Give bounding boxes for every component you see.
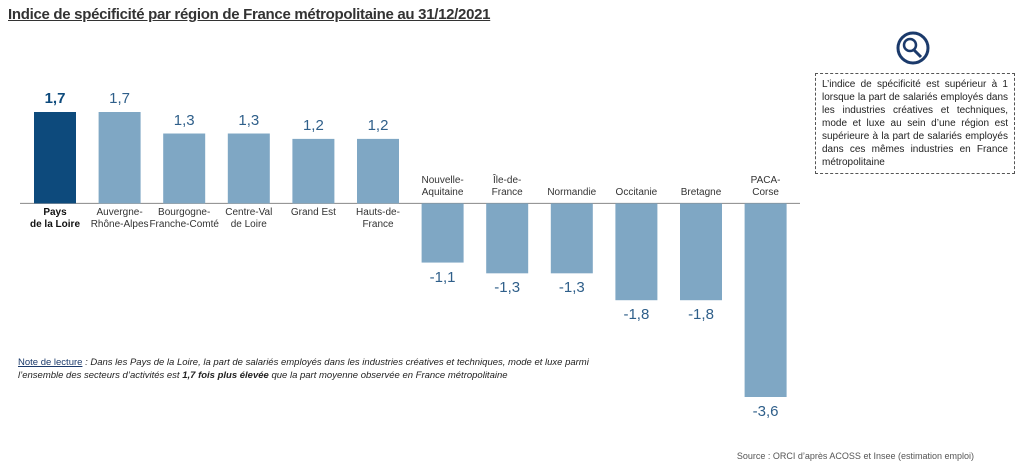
- x-tick-label: Nouvelle- Aquitaine: [421, 175, 464, 199]
- value-label: -1,3: [558, 279, 585, 297]
- value-label: -1,3: [494, 279, 521, 297]
- note-text: que la part moyenne observée en France m…: [268, 370, 508, 381]
- x-tick-label: Grand Est: [290, 207, 336, 219]
- note-emphasis: 1,7 fois plus élevée: [182, 370, 269, 381]
- value-label: 1,3: [238, 111, 260, 129]
- source: Source : ORCI d’après ACOSS et Insee (es…: [736, 451, 974, 461]
- note-label: Note de lecture: [18, 357, 83, 368]
- x-tick-label: Bretagne: [680, 187, 722, 199]
- value-label: -1,8: [688, 306, 714, 324]
- bar: [98, 112, 141, 204]
- info-box: L’indice de spécificité est supérieur à …: [815, 73, 1015, 174]
- x-tick-label: Normandie: [547, 187, 597, 199]
- reading-note: Note de lecture : Dans les Pays de la Lo…: [18, 356, 618, 382]
- value-label: 1,3: [173, 111, 195, 129]
- x-tick-label: Centre-Val de Loire: [225, 207, 273, 231]
- value-label: 1,2: [302, 116, 324, 134]
- value-label: 1,2: [367, 116, 389, 134]
- note-text: : Dans les Pays de la Loire, la part de …: [18, 357, 589, 381]
- bar: [357, 138, 399, 204]
- bar: [744, 203, 787, 397]
- bar: [34, 112, 76, 204]
- bar: [486, 203, 529, 274]
- bar: [292, 138, 335, 204]
- x-tick-label: Pays de la Loire: [29, 207, 80, 231]
- bar: [680, 203, 722, 301]
- bar: [163, 133, 206, 204]
- value-label: -3,6: [752, 403, 779, 420]
- bar: [615, 203, 658, 301]
- value-label: 1,7: [109, 90, 131, 107]
- x-tick-label: Occitanie: [615, 187, 658, 199]
- bar: [550, 203, 593, 274]
- value-label: 1,7: [44, 90, 66, 107]
- x-tick-label: Île-de- France: [491, 175, 523, 199]
- x-tick-label: Auvergne- Rhône-Alpes: [90, 207, 149, 231]
- x-tick-label: Bourgogne- Franche-Comté: [149, 207, 219, 231]
- x-tick-label: PACA- Corse: [750, 175, 781, 199]
- x-tick-label: Hauts-de- France: [356, 207, 400, 231]
- value-label: -1,1: [429, 268, 456, 286]
- bar: [227, 133, 270, 204]
- value-label: -1,8: [623, 306, 650, 324]
- chart-title: Indice de spécificité par région de Fran…: [8, 6, 491, 23]
- bar: [421, 203, 464, 263]
- search-icon: [896, 31, 930, 65]
